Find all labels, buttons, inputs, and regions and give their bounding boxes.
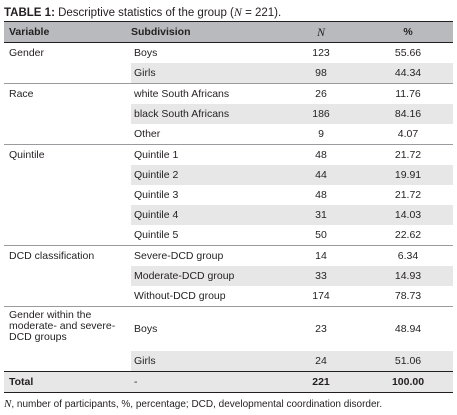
row-percent: 14.03 [363, 205, 453, 225]
table-row: DCD classification Severe-DCD group 14 6… [4, 245, 453, 307]
row-variable-gender: Gender [4, 42, 131, 84]
row-subdivision: white South Africans [131, 83, 279, 104]
row-percent: 84.16 [363, 104, 453, 124]
row-percent: 55.66 [363, 42, 453, 63]
row-percent: 22.62 [394, 229, 422, 241]
row-n: 33 [279, 266, 363, 286]
table-row: Quintile 2 44 19.91 [4, 165, 453, 185]
row-percent: 51.06 [363, 351, 453, 372]
caption-n-symbol: N [233, 5, 242, 19]
row-variable-race: Race [4, 83, 131, 145]
row-percent: 48.94 [363, 306, 453, 351]
row-n: 23 [279, 306, 363, 351]
table-row: Quintile 4 31 14.03 [4, 205, 453, 225]
row-percent: 6.34 [363, 245, 453, 266]
table-row: Without-DCD group 174 78.73 [4, 286, 453, 307]
row-percent: 14.93 [363, 266, 453, 286]
row-n: 24 [279, 351, 363, 372]
header-percent: % [363, 21, 453, 43]
table-row: Moderate-DCD group 33 14.93 [4, 266, 453, 286]
header-variable: Variable [4, 21, 131, 43]
table-row: Quintile 5 50 22.62 [4, 225, 453, 246]
table-row: Gender within the moderate- and severe-D… [4, 306, 453, 372]
row-subdivision: Boys [131, 42, 279, 63]
row-n: 186 [279, 104, 363, 124]
row-subdivision: Quintile 1 [131, 144, 279, 165]
table-row: Girls 24 51.06 [4, 351, 453, 372]
table-row: black South Africans 186 84.16 [4, 104, 453, 124]
row-n: 174 [312, 290, 330, 302]
row-n: 98 [279, 63, 363, 84]
table-header-row: Variable Subdivision N % [4, 21, 453, 43]
row-subdivision: Other [134, 128, 161, 140]
table-row: Quintile 3 48 21.72 [4, 185, 453, 205]
row-subdivision: Severe-DCD group [131, 245, 279, 266]
row-n: 31 [279, 205, 363, 225]
table-row: Quintile Quintile 1 48 21.72 [4, 144, 453, 246]
table-footnote: N, number of participants, %, percentage… [4, 398, 453, 411]
row-n: 50 [315, 229, 327, 241]
row-percent: 11.76 [363, 83, 453, 104]
row-n: 44 [279, 165, 363, 185]
row-subdivision: Quintile 5 [134, 229, 179, 241]
descriptive-statistics-table: Variable Subdivision N % Gender Boys 123… [4, 21, 453, 393]
row-subdivision: Quintile 3 [134, 189, 179, 201]
row-percent: 19.91 [363, 165, 453, 185]
row-subdivision: Without-DCD group [134, 290, 226, 302]
footnote-n-symbol: N [4, 398, 12, 410]
row-n: 9 [318, 128, 324, 140]
row-percent: 21.72 [394, 189, 422, 201]
caption-text-after: = 221). [241, 7, 282, 19]
row-subdivision: - [131, 371, 279, 393]
row-percent: 44.34 [363, 63, 453, 84]
row-subdivision: Boys [131, 306, 279, 351]
row-n: 123 [279, 42, 363, 63]
row-n: 221 [279, 371, 363, 393]
row-n: 14 [279, 245, 363, 266]
row-percent: 78.73 [394, 290, 422, 302]
table-row: Race white South Africans 26 11.76 [4, 83, 453, 145]
row-subdivision: Quintile 4 [131, 205, 279, 225]
table-row: Girls 98 44.34 [4, 63, 453, 84]
row-percent: 21.72 [363, 144, 453, 165]
table-total-row: Total - 221 100.00 [4, 371, 453, 393]
row-variable-gender-within-dcd: Gender within the moderate- and severe-D… [4, 306, 131, 372]
caption-label: TABLE 1: [4, 7, 55, 19]
row-n: 48 [315, 189, 327, 201]
row-subdivision: Moderate-DCD group [131, 266, 279, 286]
row-n: 26 [279, 83, 363, 104]
row-n: 48 [279, 144, 363, 165]
table-row: Gender Boys 123 55.66 [4, 42, 453, 84]
table-row: Other 9 4.07 [4, 124, 453, 145]
header-n: N [279, 21, 363, 43]
caption-text-before: Descriptive statistics of the group ( [54, 7, 234, 19]
row-variable-dcd-classification: DCD classification [4, 245, 131, 307]
row-subdivision: Quintile 2 [131, 165, 279, 185]
row-subdivision: Girls [131, 351, 279, 372]
row-variable-total: Total [4, 371, 131, 393]
row-variable-quintile: Quintile [4, 144, 131, 246]
row-subdivision: Girls [131, 63, 279, 84]
footnote-text: , number of participants, %, percentage;… [11, 399, 383, 410]
row-subdivision: black South Africans [131, 104, 279, 124]
row-percent: 4.07 [397, 128, 419, 140]
table-caption: TABLE 1: Descriptive statistics of the g… [4, 4, 453, 20]
row-percent: 100.00 [363, 371, 453, 393]
header-subdivision: Subdivision [131, 21, 279, 43]
